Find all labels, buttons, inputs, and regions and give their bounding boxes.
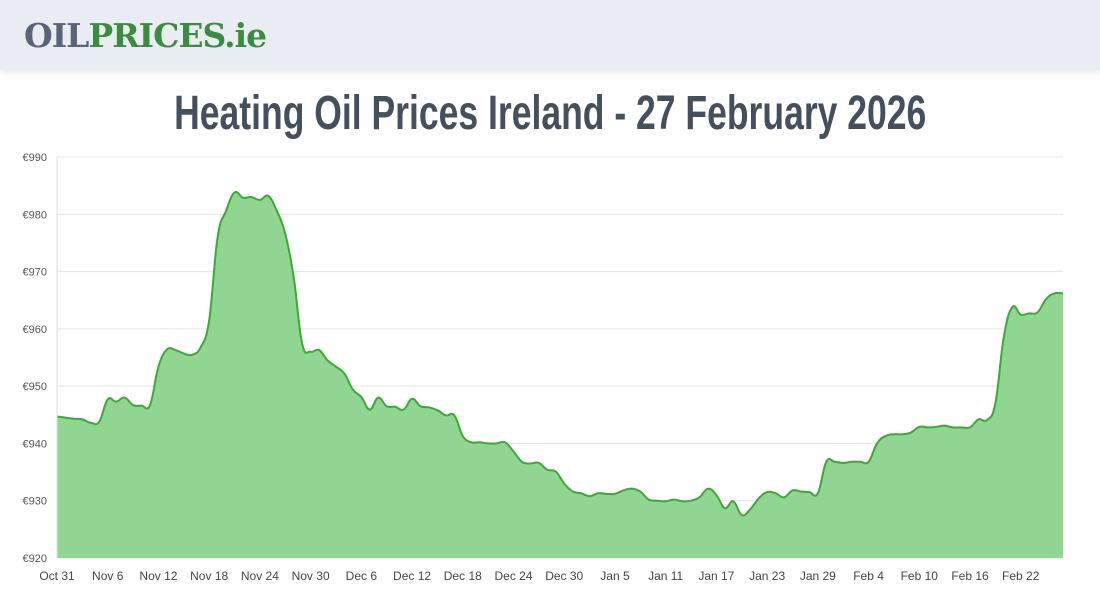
x-tick-label: Jan 23 <box>749 569 785 583</box>
y-tick-label: €930 <box>23 496 47 508</box>
y-tick-label: €920 <box>23 553 47 565</box>
price-line <box>56 190 1064 517</box>
x-tick-label: Feb 4 <box>853 569 884 583</box>
y-tick-label: €970 <box>23 267 47 279</box>
site-header: OILPRICES.ie <box>0 0 1100 70</box>
x-tick-label: Feb 16 <box>951 569 989 583</box>
x-tick-label: Nov 6 <box>92 569 124 583</box>
x-tick-label: Nov 18 <box>190 569 228 583</box>
x-tick-label: Jan 5 <box>600 569 630 583</box>
site-logo[interactable]: OILPRICES.ie <box>24 16 267 56</box>
y-tick-label: €990 <box>23 152 47 164</box>
x-tick-label: Feb 10 <box>901 569 939 583</box>
x-tick-label: Dec 12 <box>393 569 431 583</box>
x-tick-label: Dec 6 <box>346 569 378 583</box>
y-tick-label: €940 <box>23 438 47 450</box>
y-tick-label: €980 <box>23 209 47 221</box>
x-tick-label: Oct 31 <box>39 569 75 583</box>
x-tick-label: Nov 24 <box>241 569 279 583</box>
logo-prices: PRICES.ie <box>88 16 267 55</box>
y-tick-label: €950 <box>23 381 47 393</box>
x-tick-label: Jan 11 <box>648 569 683 583</box>
y-tick-label: €960 <box>23 324 47 336</box>
page-title: Heating Oil Prices Ireland - 27 February… <box>173 87 927 140</box>
x-tick-label: Nov 12 <box>139 569 177 583</box>
logo-oil: OIL <box>24 16 89 55</box>
x-tick-label: Feb 22 <box>1002 569 1040 583</box>
x-axis: Oct 31 Nov 6 Nov 12 Nov 18 Nov 24 Nov 30 Dec 6… <box>39 569 1039 583</box>
price-area <box>57 191 1063 558</box>
title-wrap: Heating Oil Prices Ireland - 27 February… <box>0 84 1100 144</box>
x-tick-label: Dec 18 <box>444 569 482 583</box>
x-tick-label: Dec 30 <box>545 569 583 583</box>
y-axis: €920 €930 €940 €950 €960 €970 €980 €990 <box>23 152 58 565</box>
x-tick-label: Nov 30 <box>292 569 330 583</box>
x-tick-label: Jan 17 <box>698 569 734 583</box>
x-tick-label: Jan 29 <box>800 569 836 583</box>
x-tick-label: Dec 24 <box>494 569 532 583</box>
